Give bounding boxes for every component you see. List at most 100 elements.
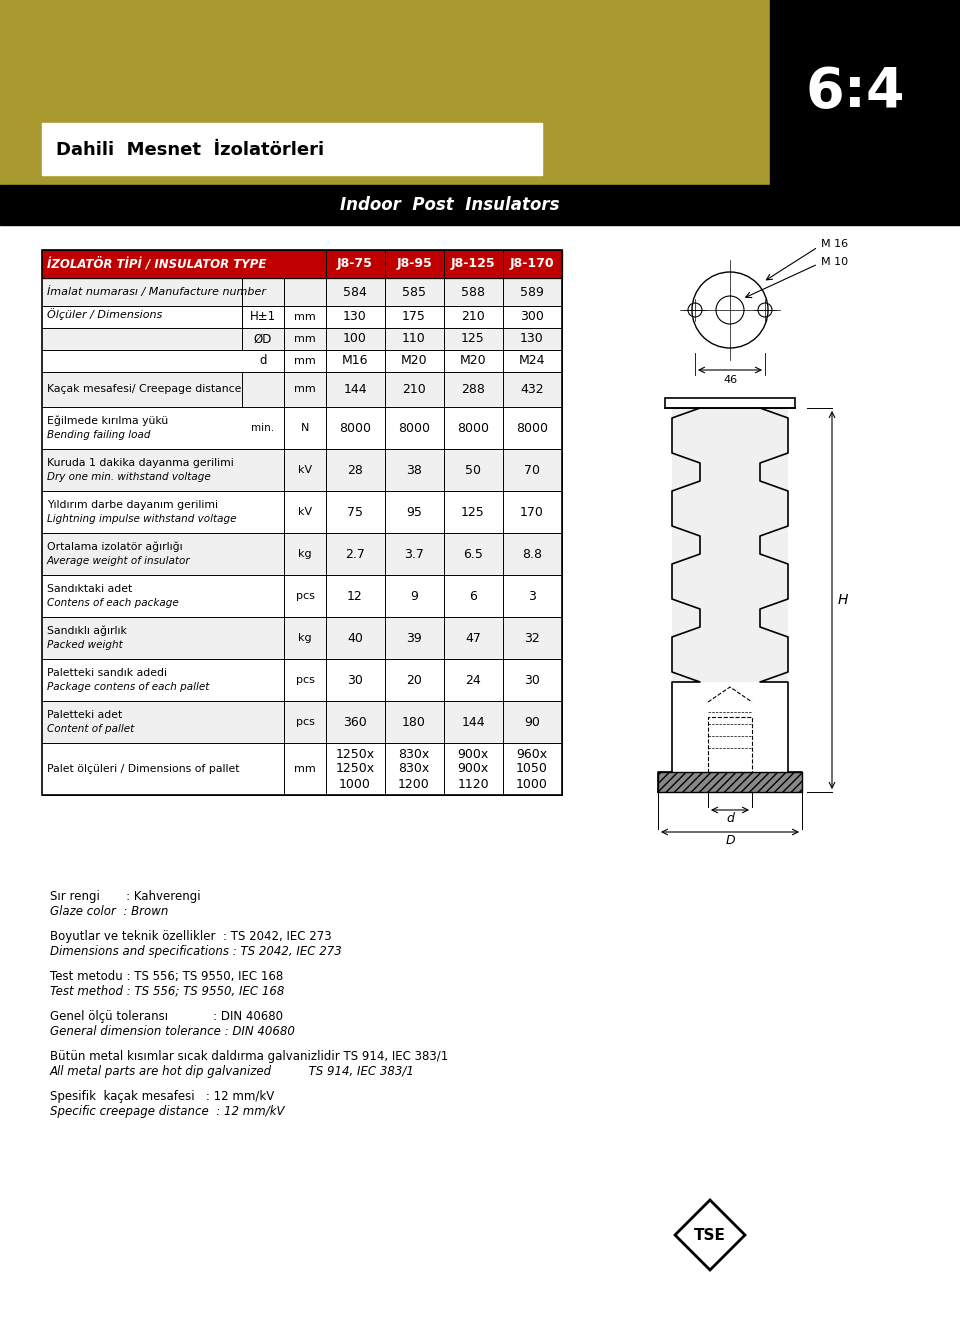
Text: 9: 9 (410, 590, 418, 602)
Text: 70: 70 (524, 464, 540, 476)
Text: 360: 360 (343, 716, 367, 728)
Text: mm: mm (294, 355, 316, 366)
Text: H: H (838, 593, 849, 607)
Text: J8-125: J8-125 (450, 257, 495, 271)
Text: 830x
830x
1200: 830x 830x 1200 (398, 748, 430, 790)
Text: J8-170: J8-170 (510, 257, 554, 271)
Bar (42, 491, 562, 533)
Text: Average weight of insulator: Average weight of insulator (47, 556, 191, 566)
Text: d: d (726, 813, 734, 826)
Text: mm: mm (294, 334, 316, 343)
Text: 585: 585 (402, 285, 426, 298)
Bar (665, 398, 795, 408)
Text: Yıldırım darbe dayanım gerilimi: Yıldırım darbe dayanım gerilimi (47, 500, 218, 511)
Text: 8000: 8000 (457, 422, 489, 435)
Bar (0, 186, 960, 225)
Text: Bütün metal kısımlar sıcak daldırma galvanizlidir TS 914, IEC 383/1: Bütün metal kısımlar sıcak daldırma galv… (50, 1050, 448, 1063)
Text: kg: kg (299, 633, 312, 643)
Bar (42, 533, 562, 575)
Text: Indoor  Post  Insulators: Indoor Post Insulators (340, 196, 560, 213)
Text: M24: M24 (518, 354, 545, 367)
Bar (42, 350, 562, 373)
Bar (0, 0, 770, 186)
Text: M20: M20 (400, 354, 427, 367)
Text: Palet ölçüleri / Dimensions of pallet: Palet ölçüleri / Dimensions of pallet (47, 764, 239, 774)
Text: 170: 170 (520, 505, 544, 518)
Text: 3: 3 (528, 590, 536, 602)
Text: d: d (259, 354, 267, 367)
Text: Bending failing load: Bending failing load (47, 430, 151, 440)
Text: pcs: pcs (296, 591, 315, 601)
Text: mm: mm (294, 764, 316, 774)
Bar (42, 373, 562, 407)
Text: Genel ölçü toleransı            : DIN 40680: Genel ölçü toleransı : DIN 40680 (50, 1010, 283, 1022)
Bar (42, 123, 542, 175)
Bar (672, 682, 788, 772)
Text: 125: 125 (461, 333, 485, 346)
Text: Packed weight: Packed weight (47, 640, 123, 650)
Bar (42, 328, 562, 350)
Bar (42, 278, 562, 306)
Text: Paletteki adet: Paletteki adet (47, 709, 122, 720)
Text: 30: 30 (348, 674, 363, 687)
Bar (42, 407, 562, 450)
Text: 6:4: 6:4 (805, 65, 904, 119)
Text: min.: min. (252, 423, 275, 434)
Text: 8000: 8000 (516, 422, 548, 435)
Text: 95: 95 (406, 505, 422, 518)
Text: 588: 588 (461, 285, 485, 298)
Text: Ortalama izolatör ağırlığı: Ortalama izolatör ağırlığı (47, 542, 182, 552)
Text: 1250x
1250x
1000: 1250x 1250x 1000 (335, 748, 374, 790)
Bar (708, 717, 752, 772)
Text: 210: 210 (402, 383, 426, 396)
Text: 130: 130 (343, 310, 367, 324)
Text: Boyutlar ve teknik özellikler  : TS 2042, IEC 273: Boyutlar ve teknik özellikler : TS 2042,… (50, 930, 331, 943)
Text: Specific creepage distance  : 12 mm/kV: Specific creepage distance : 12 mm/kV (50, 1105, 284, 1118)
Text: 6.5: 6.5 (463, 548, 483, 561)
Bar (42, 251, 562, 796)
Text: İZOLATÖR TİPİ / INSULATOR TYPE: İZOLATÖR TİPİ / INSULATOR TYPE (47, 257, 266, 271)
Bar (42, 251, 562, 278)
Text: Sandıklı ağırlık: Sandıklı ağırlık (47, 626, 127, 636)
Text: 24: 24 (466, 674, 481, 687)
Text: Contens of each package: Contens of each package (47, 598, 179, 609)
Text: Lightning impulse withstand voltage: Lightning impulse withstand voltage (47, 514, 236, 524)
Text: mm: mm (294, 385, 316, 395)
Text: 32: 32 (524, 631, 540, 644)
Text: Spesifik  kaçak mesafesi   : 12 mm/kV: Spesifik kaçak mesafesi : 12 mm/kV (50, 1090, 275, 1103)
Text: All metal parts are hot dip galvanized          TS 914, IEC 383/1: All metal parts are hot dip galvanized T… (50, 1065, 415, 1078)
Text: mm: mm (294, 312, 316, 322)
Bar (42, 306, 562, 328)
Text: Paletteki sandık adedi: Paletteki sandık adedi (47, 668, 167, 678)
Text: M 10: M 10 (821, 257, 848, 267)
Text: İmalat numarası / Manufacture number: İmalat numarası / Manufacture number (47, 286, 266, 297)
Bar (42, 659, 562, 701)
Text: M20: M20 (460, 354, 487, 367)
Bar (672, 408, 788, 682)
Text: Ölçüler / Dimensions: Ölçüler / Dimensions (47, 308, 162, 320)
Text: Kaçak mesafesi/ Creepage distance: Kaçak mesafesi/ Creepage distance (47, 385, 241, 395)
Bar (42, 743, 562, 796)
Bar (42, 450, 562, 491)
Text: Kuruda 1 dakika dayanma gerilimi: Kuruda 1 dakika dayanma gerilimi (47, 457, 233, 468)
Text: pcs: pcs (296, 675, 315, 686)
Text: Dahili  Mesnet  İzolatörleri: Dahili Mesnet İzolatörleri (56, 141, 324, 159)
Text: 960x
1050
1000: 960x 1050 1000 (516, 748, 548, 790)
Text: 6: 6 (469, 590, 477, 602)
Text: Package contens of each pallet: Package contens of each pallet (47, 682, 209, 692)
Text: 210: 210 (461, 310, 485, 324)
Text: M16: M16 (342, 354, 369, 367)
Bar (42, 701, 562, 743)
Text: 39: 39 (406, 631, 421, 644)
Text: Dry one min. withstand voltage: Dry one min. withstand voltage (47, 472, 211, 481)
Text: 2.7: 2.7 (345, 548, 365, 561)
Text: kV: kV (298, 465, 312, 475)
Text: 300: 300 (520, 310, 544, 324)
Text: 130: 130 (520, 333, 544, 346)
Text: 584: 584 (343, 285, 367, 298)
Text: Sır rengi       : Kahverengi: Sır rengi : Kahverengi (50, 890, 201, 903)
Text: J8-95: J8-95 (396, 257, 432, 271)
Text: M 16: M 16 (821, 239, 848, 249)
Bar (42, 617, 562, 659)
Text: 432: 432 (520, 383, 543, 396)
